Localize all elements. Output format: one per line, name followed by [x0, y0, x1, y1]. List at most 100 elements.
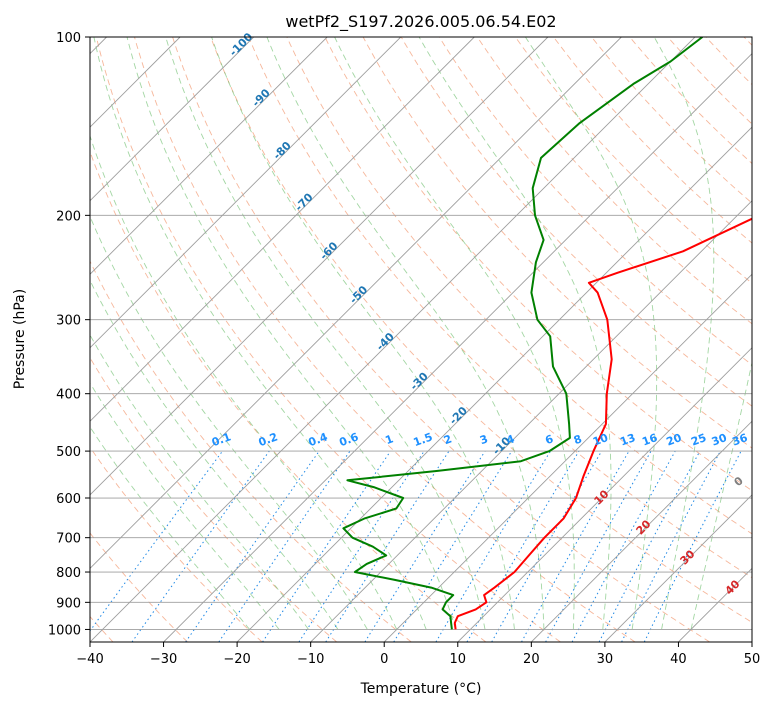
mixing-ratio-line [325, 450, 450, 642]
isotherm-line [90, 37, 696, 642]
y-tick-label: 800 [56, 566, 81, 581]
mixing-ratio-line [262, 450, 391, 642]
background-lines [90, 37, 752, 642]
mixing-ratio-line [466, 450, 580, 642]
mixing-ratio-label: 30 [710, 431, 729, 449]
mixing-ratio-label: 1.5 [412, 430, 435, 449]
pressure-grid [90, 37, 752, 630]
dry-adiabat-line [248, 37, 752, 579]
x-tick-label: −10 [297, 652, 324, 667]
isotherm-line [457, 347, 752, 642]
isotherm-line [604, 494, 752, 642]
dry-adiabat-line [90, 446, 263, 642]
mixing-ratio-line [571, 450, 676, 642]
dry-adiabat-line [324, 37, 752, 492]
mixing-ratio-label: 8 [572, 432, 584, 447]
dry-adiabat-line [95, 37, 561, 642]
isotherm-line [236, 126, 752, 642]
x-tick-label: 40 [670, 652, 687, 667]
moist-adiabat-line [90, 334, 309, 630]
x-tick-label: 20 [523, 652, 540, 667]
axes: −40 −30 −20 −10 0 10 20 30 40 50 100 200 300 400 500 6 0… [48, 31, 760, 667]
mixing-ratio-label: 3 [478, 432, 490, 447]
moist-adiabat-line [690, 360, 752, 630]
dry-adiabat-line [286, 37, 752, 535]
moist-adiabat-line [90, 279, 339, 630]
isotherm-line [383, 273, 752, 642]
isotherm-line [90, 37, 475, 422]
y-tick-label: 100 [56, 31, 81, 46]
mixing-ratio-label: 2 [442, 432, 454, 447]
chart-title: wetPf2_S197.2026.005.06.54.E02 [285, 12, 556, 32]
dry-adiabat-line [629, 37, 752, 165]
y-tick-label: 500 [56, 445, 81, 460]
isotherm-line [90, 37, 402, 349]
x-tick-label: 0 [380, 652, 388, 667]
y-axis-title: Pressure (hPa) [12, 289, 28, 389]
y-tick-label: 200 [56, 209, 81, 224]
moist-adiabat-line [334, 37, 575, 630]
moist-adiabat-line [90, 215, 368, 630]
moist-adiabat-line [266, 37, 545, 630]
dry-adiabat-line [476, 37, 752, 325]
moist-adiabat-line [90, 382, 280, 630]
dry-adiabat-line [90, 532, 188, 642]
mixing-ratio-line [598, 450, 701, 642]
y-tick-label: 300 [56, 314, 81, 329]
dry-adiabat-line [134, 37, 636, 642]
dewpoint-profile [342, 37, 704, 630]
y-tick-label: 900 [56, 596, 81, 611]
x-axis-title: Temperature (°C) [360, 681, 482, 697]
mixing-ratio-line [131, 450, 270, 642]
x-tick-label: −30 [150, 652, 177, 667]
mixing-ratio-label: 25 [689, 431, 708, 448]
moist-adiabat-line [90, 134, 398, 630]
profiles [342, 37, 752, 630]
isotherm-line [90, 37, 549, 496]
mixing-ratio-line [185, 450, 320, 642]
x-tick-label: −40 [76, 652, 103, 667]
y-tick-label: 700 [56, 532, 81, 547]
x-tick-label: −20 [223, 652, 250, 667]
moist-adiabat-line [211, 37, 515, 630]
x-tick-label: 30 [597, 652, 614, 667]
moist-adiabat-line [525, 37, 658, 630]
moist-adiabat-line [418, 37, 612, 630]
y-tick-label: 1000 [48, 623, 81, 638]
mixing-ratio-label: 0.2 [257, 430, 280, 449]
dry-adiabat-line [400, 37, 752, 407]
moist-adiabat-line [653, 37, 715, 630]
x-tick-label: 50 [744, 652, 761, 667]
mixing-ratio-label: 6 [543, 432, 555, 447]
mixing-ratio-label: 0.6 [337, 430, 360, 449]
isotherm-line [90, 37, 328, 275]
mixing-ratio-label: 13 [618, 431, 637, 448]
mixing-ratio-line [364, 450, 486, 642]
mixing-ratio-label: 4 [505, 432, 517, 447]
temperature-profile [453, 217, 752, 630]
moist-adiabat-line [93, 37, 427, 630]
y-tick-label: 400 [56, 388, 81, 403]
mixing-ratio-label: 0.4 [307, 430, 330, 449]
dry-adiabat-line [591, 37, 752, 204]
x-tick-label: 10 [450, 652, 467, 667]
isotherm-line [90, 37, 255, 202]
mixing-ratio-label: 16 [640, 431, 659, 449]
mixing-ratio-label: 0.1 [210, 430, 233, 449]
dry-adiabat-line [172, 37, 710, 642]
moist-adiabat-line [165, 37, 486, 630]
isotherm-line [163, 52, 752, 642]
dry-adiabat-line [210, 37, 752, 623]
mixing-ratio-line [218, 450, 351, 642]
mixing-ratio-label: 20 [665, 431, 684, 449]
mixing-ratio-label: 10 [591, 431, 610, 449]
mixing-ratio-label: 36 [730, 431, 749, 449]
plot-frame [89, 36, 753, 643]
moist-adiabat-line [126, 37, 457, 630]
dry-adiabat-line [90, 260, 412, 642]
isotherm-line [90, 37, 622, 570]
mixing-ratio-label: 1 [383, 432, 395, 447]
